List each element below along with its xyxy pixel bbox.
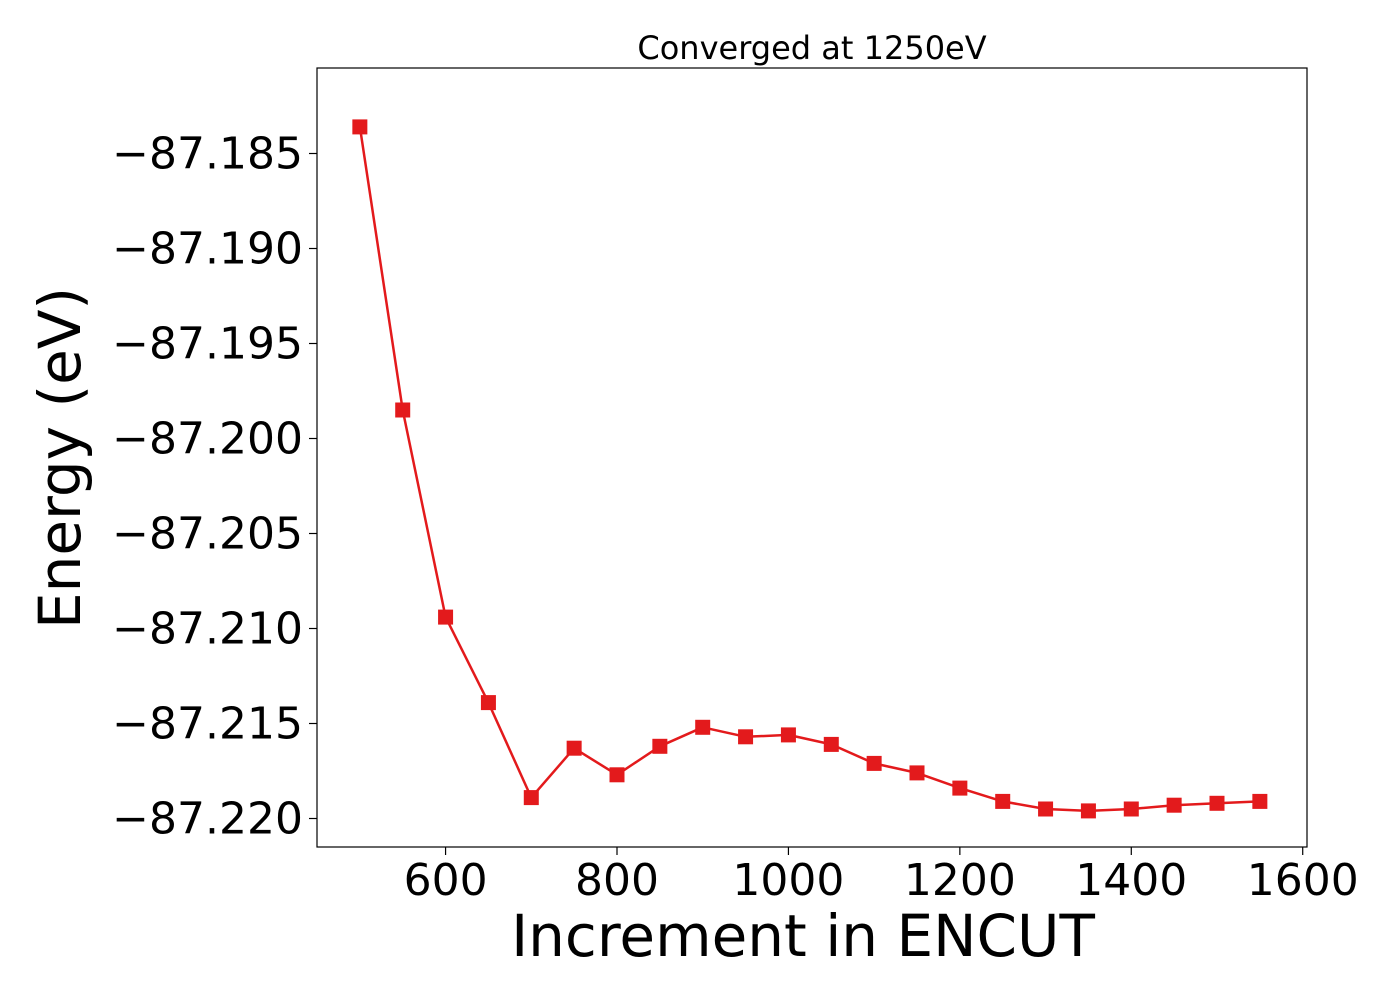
data-point-marker bbox=[1038, 801, 1054, 817]
data-point-marker bbox=[909, 765, 925, 781]
y-tick-label: −87.190 bbox=[112, 224, 303, 275]
x-tick-label: 1200 bbox=[904, 855, 1016, 906]
data-point-marker bbox=[1080, 803, 1096, 819]
x-tick-label: 1000 bbox=[732, 855, 844, 906]
data-point-marker bbox=[823, 736, 839, 752]
chart-title: Converged at 1250eV bbox=[637, 29, 986, 67]
data-point-marker bbox=[1123, 801, 1139, 817]
data-point-marker bbox=[995, 793, 1011, 809]
y-tick-label: −87.200 bbox=[112, 414, 303, 465]
data-point-marker bbox=[609, 767, 625, 783]
data-point-marker bbox=[395, 402, 411, 418]
y-tick-label: −87.215 bbox=[112, 699, 303, 750]
x-tick-label: 600 bbox=[404, 855, 488, 906]
y-axis-ticks: −87.185 −87.190 −87.195 −87.200 −87.205 −87.2… bbox=[112, 129, 317, 845]
x-axis-label: Increment in ENCUT bbox=[511, 902, 1095, 970]
series-layer bbox=[352, 119, 1268, 819]
data-point-marker bbox=[566, 740, 582, 756]
data-point-marker bbox=[780, 727, 796, 743]
series-line bbox=[358, 126, 1260, 813]
data-point-marker bbox=[652, 738, 668, 754]
x-tick-label: 800 bbox=[575, 855, 659, 906]
data-point-marker bbox=[352, 119, 368, 135]
data-point-marker bbox=[438, 609, 454, 625]
data-point-marker bbox=[738, 729, 754, 745]
data-point-marker bbox=[952, 780, 968, 796]
y-tick-label: −87.205 bbox=[112, 509, 303, 560]
x-tick-label: 1400 bbox=[1075, 855, 1187, 906]
plot-frame bbox=[316, 67, 1308, 848]
data-point-marker bbox=[866, 755, 882, 771]
x-tick-label: 1600 bbox=[1247, 855, 1359, 906]
y-tick-label: −87.195 bbox=[112, 319, 303, 370]
data-point-marker bbox=[1252, 793, 1268, 809]
x-axis-ticks: 600 800 1000 1200 1400 1600 bbox=[404, 847, 1359, 906]
data-point-marker bbox=[523, 790, 539, 806]
data-point-marker bbox=[480, 695, 496, 711]
y-axis-label: Energy (eV) bbox=[26, 287, 94, 629]
y-tick-label: −87.220 bbox=[112, 794, 303, 845]
y-tick-label: −87.210 bbox=[112, 604, 303, 655]
data-point-marker bbox=[1166, 797, 1182, 813]
y-tick-label: −87.185 bbox=[112, 129, 303, 180]
data-point-marker bbox=[1209, 795, 1225, 811]
data-point-marker bbox=[695, 719, 711, 735]
